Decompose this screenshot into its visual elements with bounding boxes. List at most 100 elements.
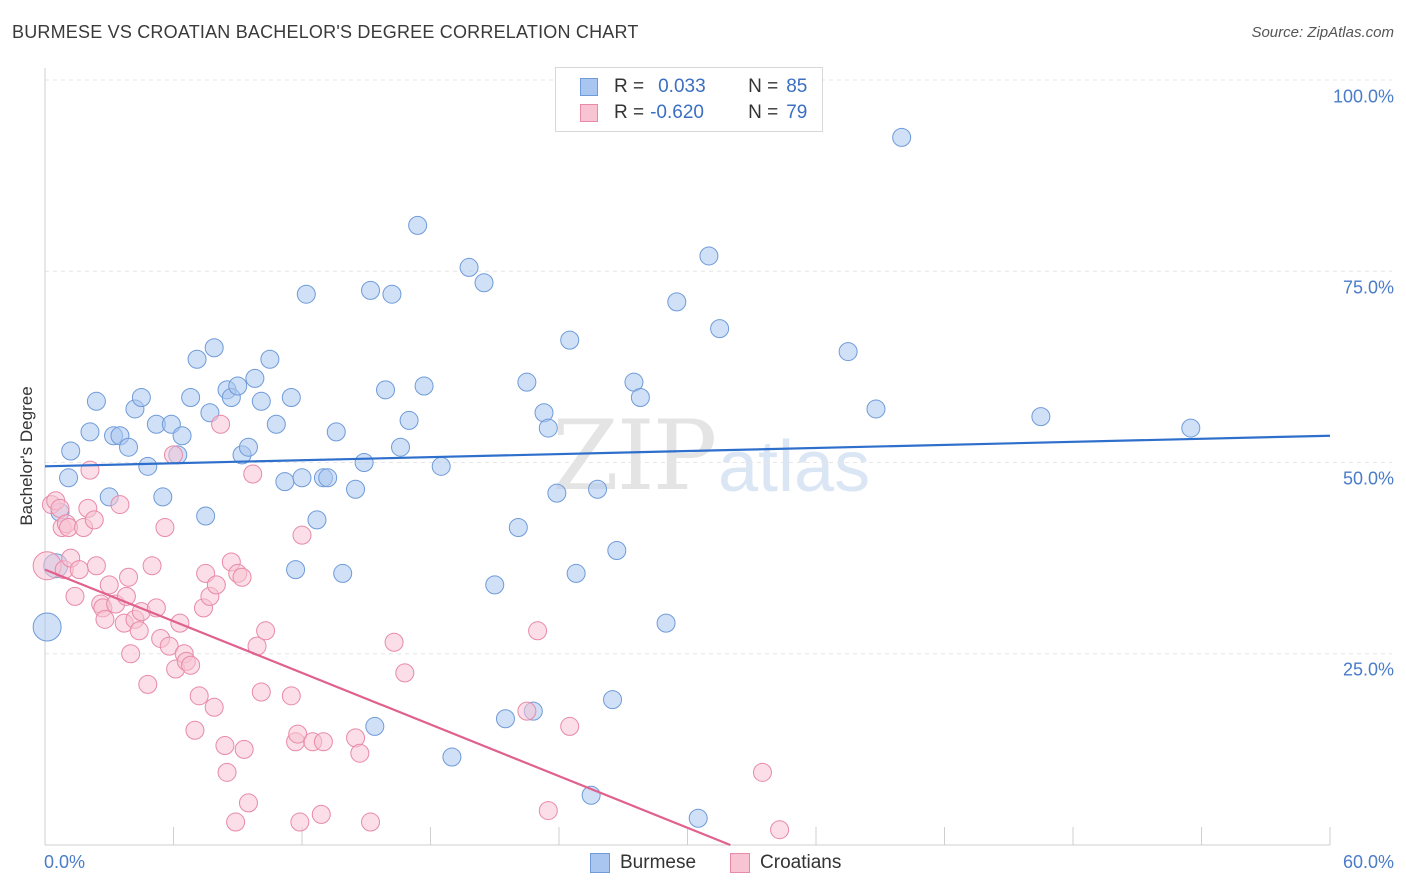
burmese-point	[281, 387, 301, 407]
burmese-point	[119, 437, 139, 457]
burmese-point	[187, 349, 207, 369]
croatians-point	[288, 724, 308, 744]
croatians-point	[232, 567, 252, 587]
correlation-legend: R = 0.033 N = 85 R = -0.620 N = 79	[555, 67, 823, 132]
croatians-point	[142, 556, 162, 576]
croatians-point	[538, 801, 558, 821]
croatians-legend-swatch	[730, 853, 751, 873]
r-value: 0.033	[658, 76, 706, 97]
y-tick-label: 50.0%	[1342, 468, 1394, 489]
croatians-point	[528, 621, 548, 641]
croatians-point	[384, 632, 404, 652]
croatians-point	[770, 820, 790, 840]
burmese-point	[838, 342, 858, 362]
burmese-point	[459, 257, 479, 277]
burmese-point	[376, 380, 396, 400]
croatians-point	[99, 575, 119, 595]
burmese-point	[292, 468, 312, 488]
burmese-point	[442, 747, 462, 767]
croatians-point	[560, 716, 580, 736]
burmese-point	[382, 284, 402, 304]
burmese-point	[474, 273, 494, 293]
burmese-point	[346, 479, 366, 499]
burmese-point	[354, 453, 374, 472]
burmese-point	[1181, 418, 1201, 438]
burmese-point	[699, 246, 719, 266]
x-tick-label: 60.0%	[1342, 852, 1394, 872]
croatians-point	[311, 804, 331, 824]
burmese-point	[866, 399, 886, 419]
croatians-point	[69, 560, 89, 580]
croatians-point	[234, 739, 254, 759]
burmese-point	[538, 418, 558, 438]
burmese-point	[326, 422, 346, 442]
watermark-zip: ZIP	[552, 400, 717, 512]
burmese-point	[318, 468, 338, 488]
burmese-point	[307, 510, 327, 530]
croatians-point	[211, 414, 231, 434]
source-label: Source: ZipAtlas.com	[1251, 24, 1394, 41]
burmese-point	[266, 414, 286, 434]
croatians-point	[155, 518, 175, 538]
burmese-point	[517, 372, 537, 392]
burmese-point	[365, 716, 385, 736]
legend-row-croatians: R = -0.620 N = 79	[580, 101, 807, 125]
burmese-point	[196, 506, 216, 526]
burmese-point	[333, 563, 353, 583]
burmese-point	[32, 612, 62, 642]
croatians-point	[350, 743, 370, 763]
burmese-point	[61, 441, 81, 461]
r-label: R =	[614, 102, 645, 123]
croatians-trend-line	[44, 568, 731, 847]
croatians-point	[238, 793, 258, 813]
r-label: R =	[614, 76, 645, 97]
series-legend: Burmese Croatians	[590, 852, 841, 874]
burmese-point	[181, 387, 201, 407]
n-value: 85	[786, 76, 808, 97]
croatians-swatch	[580, 104, 598, 122]
croatians-point	[251, 682, 271, 702]
y-tick-label: 75.0%	[1342, 277, 1394, 298]
croatians-legend-label: Croatians	[760, 852, 842, 873]
burmese-point	[251, 391, 271, 411]
burmese-point	[414, 376, 434, 396]
croatians-point	[361, 812, 381, 832]
n-label: N =	[748, 102, 779, 123]
burmese-trend-line	[44, 434, 1331, 468]
croatians-point	[217, 762, 237, 782]
burmese-point	[408, 215, 428, 235]
burmese-point	[892, 127, 912, 147]
croatians-point	[395, 663, 415, 683]
croatians-point	[119, 567, 139, 587]
burmese-point	[688, 808, 708, 828]
croatians-point	[129, 621, 149, 641]
croatians-point	[65, 586, 85, 606]
burmese-point	[80, 422, 100, 442]
burmese-point	[566, 563, 586, 583]
burmese-point	[86, 391, 106, 411]
burmese-point	[59, 468, 79, 488]
croatians-point	[80, 460, 100, 480]
n-value: 79	[786, 102, 808, 123]
croatians-point	[181, 655, 201, 675]
croatians-point	[243, 464, 263, 484]
croatians-point	[206, 575, 226, 595]
watermark-atlas: atlas	[718, 427, 871, 507]
croatians-point	[95, 609, 115, 629]
croatians-point	[517, 701, 537, 721]
n-label: N =	[748, 76, 779, 97]
burmese-point	[260, 349, 280, 369]
burmese-point	[431, 456, 451, 476]
croatians-point	[752, 762, 772, 782]
croatians-point	[121, 644, 141, 664]
burmese-point	[361, 280, 381, 300]
burmese-point	[607, 540, 627, 560]
croatians-point	[110, 495, 130, 515]
burmese-point	[172, 426, 192, 446]
croatians-point	[313, 732, 333, 752]
croatians-point	[185, 720, 205, 740]
burmese-point	[138, 456, 158, 476]
burmese-point	[286, 560, 306, 580]
croatians-point	[226, 812, 246, 832]
burmese-point	[238, 437, 258, 457]
